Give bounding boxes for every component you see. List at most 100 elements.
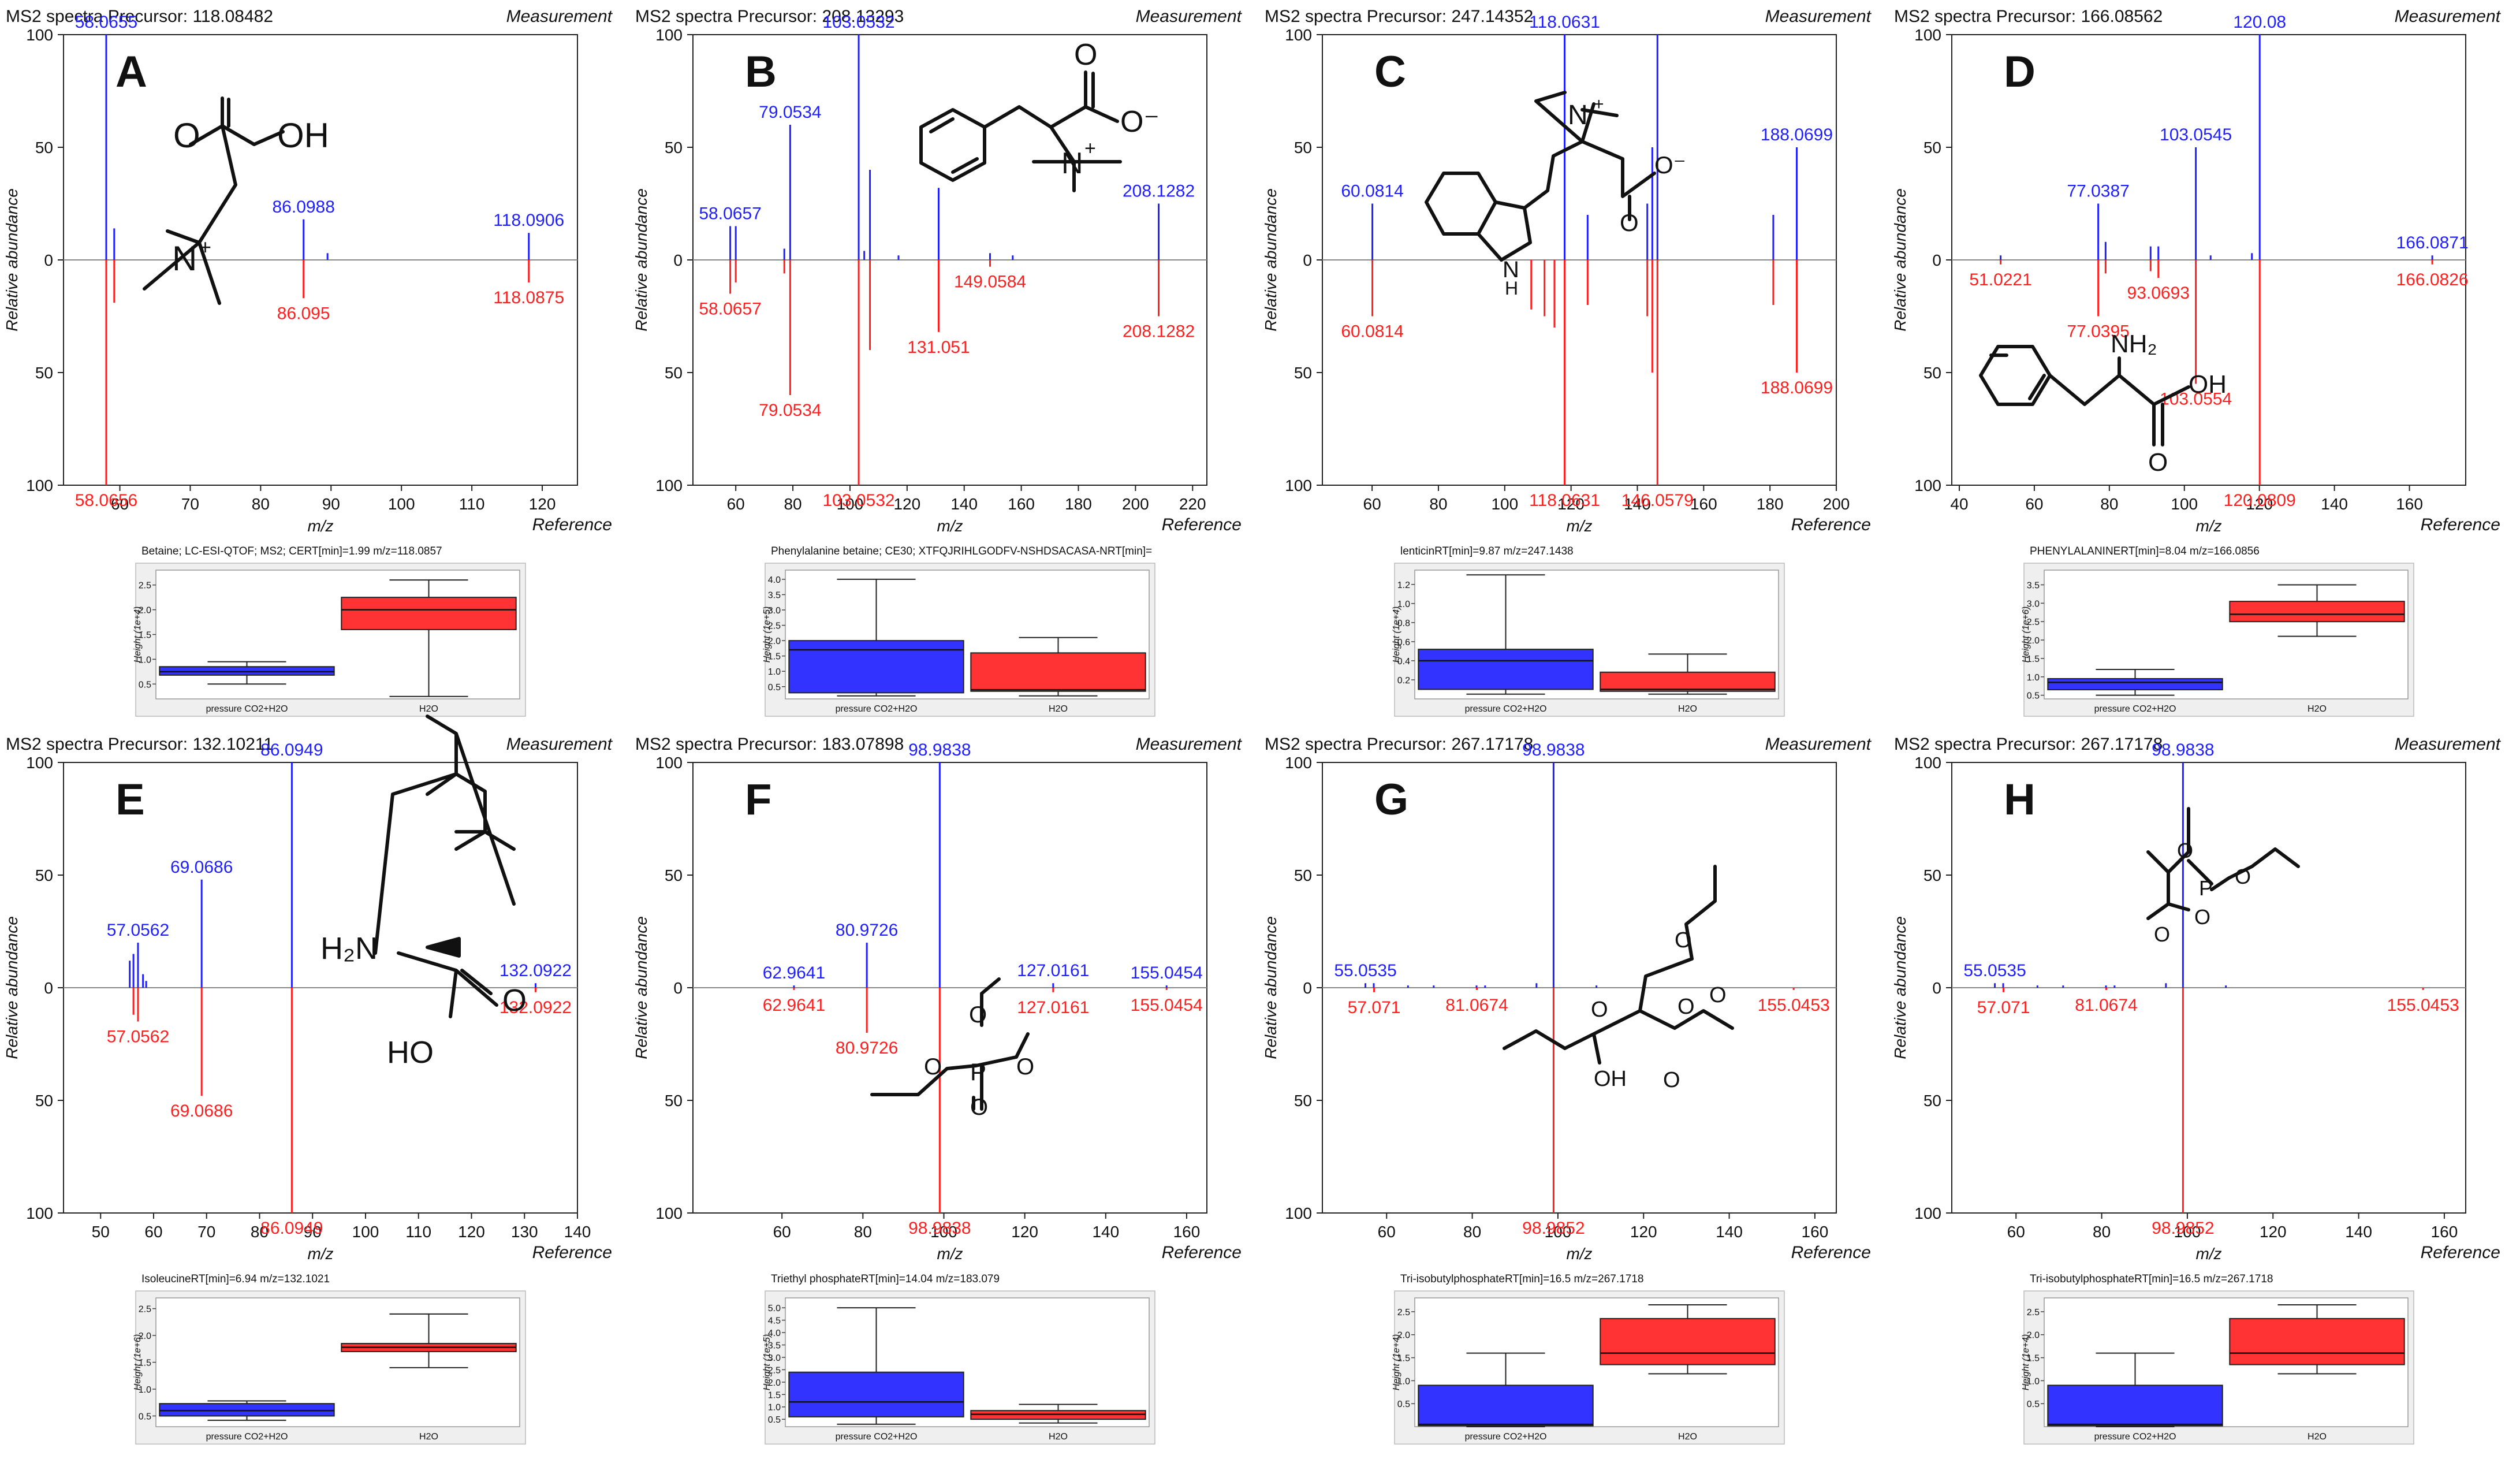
box-y-tick-label: 0.6 <box>1397 638 1410 648</box>
panel-C: MS2 spectra Precursor: 247.14352 Measurem… <box>1262 7 1872 717</box>
spectrum-title: MS2 spectra Precursor: 118.08482 <box>6 7 273 26</box>
y-tick-label: 50 <box>665 866 683 884</box>
svg-text:O: O <box>1074 38 1097 72</box>
box-group-label: H2O <box>1678 704 1697 714</box>
y-tick-label: 50 <box>1923 139 1941 157</box>
svg-text:H: H <box>1505 278 1518 299</box>
structure-lenticin-icon: N H N + O O⁻ <box>1425 91 1686 299</box>
panel-E: MS2 spectra Precursor: 132.10211 Measurem… <box>3 735 613 1445</box>
svg-text:O: O <box>1709 983 1727 1007</box>
reference-peak-label: 62.9641 <box>763 996 825 1015</box>
box-y-tick-label: 0.5 <box>2027 691 2040 701</box>
x-tick-label: 100 <box>930 1223 957 1241</box>
structure-phenylalanine-betaine-icon: O O⁻ N + <box>919 38 1160 192</box>
x-tick-label: 120 <box>1557 495 1585 513</box>
structure-triethyl-phosphate-icon: P O O O O <box>870 977 1034 1120</box>
structure-phenylalanine-icon: NH₂ O OH <box>1979 330 2227 477</box>
svg-text:H₂N: H₂N <box>320 931 378 966</box>
reference-peak-label: 103.0532 <box>822 491 894 510</box>
compound-caption: PHENYLALANINERT[min]=8.04 m/z=166.0856 <box>2030 545 2260 557</box>
measurement-label: Measurement <box>1765 735 1872 754</box>
reference-peak-label: 79.0534 <box>759 401 821 420</box>
reference-label: Reference <box>1162 515 1242 534</box>
x-tick-label: 120 <box>1630 1223 1657 1241</box>
box-y-tick-label: 2.0 <box>139 1331 151 1341</box>
box-y-tick-label: 1.0 <box>139 1385 151 1395</box>
svg-text:OH: OH <box>277 116 329 155</box>
reference-peak-label: 155.0454 <box>1131 996 1203 1015</box>
reference-peak-label: 131.051 <box>907 338 970 357</box>
box-y-axis-label: Height (1e+6) <box>2021 606 2031 663</box>
box-iqr-h2o <box>1600 1318 1776 1365</box>
x-tick-label: 140 <box>1624 495 1651 513</box>
reference-label: Reference <box>532 515 612 534</box>
y-tick-label: 100 <box>1285 1204 1312 1222</box>
svg-text:O: O <box>1016 1054 1034 1080</box>
x-tick-label: 140 <box>2345 1223 2372 1241</box>
box-y-tick-label: 2.0 <box>1397 1331 1410 1341</box>
reference-label: Reference <box>532 1243 612 1262</box>
y-tick-label: 50 <box>1294 364 1312 382</box>
y-tick-label: 100 <box>1914 26 1941 44</box>
box-y-tick-label: 2.5 <box>1397 1308 1410 1318</box>
reference-peak-label: 155.0453 <box>1758 996 1830 1015</box>
box-group-label: H2O <box>1049 1432 1068 1442</box>
box-y-tick-label: 0.5 <box>139 680 151 690</box>
measurement-peak-label: 127.0161 <box>1017 961 1089 980</box>
y-axis-label: Relative abundance <box>1891 188 1909 332</box>
x-tick-label: 90 <box>304 1223 322 1241</box>
reference-label: Reference <box>2421 1243 2500 1262</box>
structure-tri-isobutyl-phosphate-icon: O P O O O <box>2146 807 2300 946</box>
x-axis-label: m/z <box>937 517 963 535</box>
box-iqr-pressure <box>159 666 335 676</box>
x-tick-label: 120 <box>2260 1223 2287 1241</box>
box-iqr-pressure <box>788 640 964 694</box>
measurement-peak-label: 166.0871 <box>2396 233 2469 252</box>
measurement-peak-label: 80.9726 <box>836 921 898 940</box>
x-tick-label: 160 <box>1802 1223 1829 1241</box>
box-y-tick-label: 3.5 <box>768 1341 781 1350</box>
measurement-peak-label: 132.0922 <box>499 961 572 980</box>
x-tick-label: 160 <box>2396 495 2423 513</box>
x-tick-label: 60 <box>111 495 129 513</box>
measurement-label: Measurement <box>1765 7 1872 26</box>
svg-text:N: N <box>172 239 197 278</box>
x-tick-label: 80 <box>784 495 802 513</box>
box-y-tick-label: 2.5 <box>2027 1308 2040 1318</box>
y-tick-label: 100 <box>655 1204 683 1222</box>
y-tick-label: 100 <box>1285 477 1312 494</box>
y-tick-label: 100 <box>26 754 53 772</box>
measurement-peak-label: 98.9838 <box>908 741 971 760</box>
x-tick-label: 130 <box>511 1223 538 1241</box>
panel-letter: H <box>2004 775 2036 824</box>
panel-letter: D <box>2004 47 2036 96</box>
box-iqr-h2o <box>1600 671 1776 692</box>
measurement-label: Measurement <box>2395 7 2502 26</box>
box-iqr-h2o <box>970 652 1146 692</box>
y-tick-label: 0 <box>1932 979 1941 997</box>
box-iqr-h2o <box>341 597 517 630</box>
x-axis-label: m/z <box>937 1245 963 1263</box>
measurement-peak-label: 208.1282 <box>1123 182 1195 201</box>
x-tick-label: 70 <box>181 495 199 513</box>
box-y-tick-label: 1.0 <box>139 655 151 665</box>
svg-text:OH: OH <box>1594 1067 1627 1091</box>
svg-text:O: O <box>2154 922 2170 946</box>
y-tick-label: 100 <box>26 1204 53 1222</box>
y-tick-label: 50 <box>1923 364 1941 382</box>
y-tick-label: 100 <box>655 477 683 494</box>
panel-G: MS2 spectra Precursor: 267.17178 Measurem… <box>1262 735 1872 1445</box>
y-axis-label: Relative abundance <box>632 916 650 1059</box>
x-tick-label: 140 <box>1092 1223 1119 1241</box>
x-axis-label: m/z <box>2195 1245 2221 1263</box>
x-tick-label: 80 <box>252 495 270 513</box>
x-tick-label: 40 <box>1950 495 1968 513</box>
measurement-peak-label: 86.0949 <box>260 741 323 760</box>
box-y-tick-label: 0.5 <box>2027 1400 2040 1409</box>
x-tick-label: 160 <box>1173 1223 1201 1241</box>
box-y-tick-label: 4.5 <box>768 1316 781 1326</box>
box-y-tick-label: 2.0 <box>2027 1331 2040 1341</box>
x-tick-label: 200 <box>1122 495 1149 513</box>
x-tick-label: 110 <box>405 1223 431 1241</box>
